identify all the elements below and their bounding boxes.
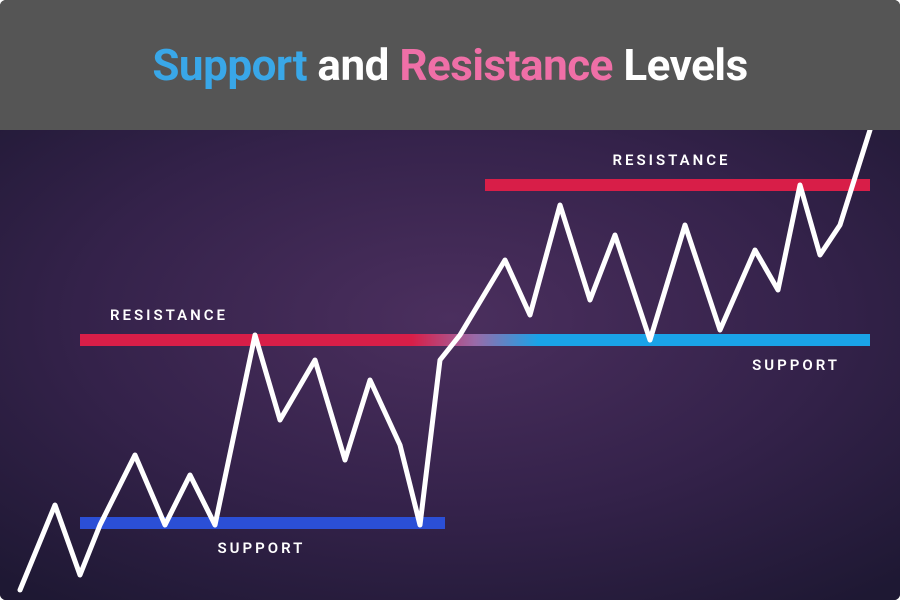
infographic-root: Support and Resistance Levels SUPPORT RE…: [0, 0, 900, 600]
middle-transition-band: [80, 334, 870, 346]
title-word-levels: Levels: [613, 39, 748, 91]
middle-resistance-label: RESISTANCE: [110, 306, 228, 324]
middle-support-label: SUPPORT: [752, 356, 840, 374]
lower-support-band: [80, 517, 445, 529]
title-word-resistance: Resistance: [399, 39, 613, 91]
title-word-support: Support: [152, 39, 307, 91]
upper-resistance-band: [485, 179, 870, 191]
title-word-and: and: [307, 39, 399, 91]
upper-resistance-label: RESISTANCE: [613, 151, 731, 169]
title-bar: Support and Resistance Levels: [0, 0, 900, 130]
chart-area: SUPPORT RESISTANCE SUPPORT RESISTANCE: [0, 130, 900, 600]
lower-support-label: SUPPORT: [218, 539, 306, 557]
